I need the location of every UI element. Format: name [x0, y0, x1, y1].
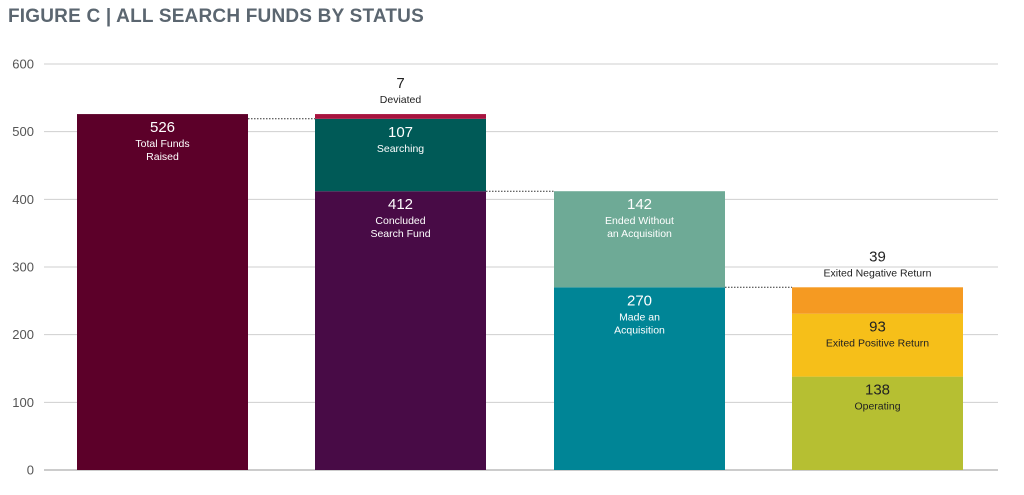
- bar-segment: [315, 118, 486, 192]
- segment-name-label: an Acquisition: [607, 228, 672, 240]
- y-tick-label: 0: [27, 463, 34, 478]
- bar-segment: [315, 114, 486, 119]
- bar-segment: [554, 191, 725, 288]
- data-value-label: 142: [627, 196, 652, 213]
- bar-segment: [792, 376, 963, 470]
- bar-segment: [554, 287, 725, 470]
- y-tick-label: 600: [12, 57, 34, 72]
- segment-name-label: Ended Without: [605, 215, 674, 227]
- y-tick-label: 500: [12, 124, 34, 139]
- data-value-label: 7: [396, 75, 404, 92]
- data-value-label: 412: [388, 196, 413, 213]
- segment-name-label: Deviated: [380, 94, 422, 106]
- segment-name-label: Exited Positive Return: [826, 338, 929, 350]
- data-value-label: 270: [627, 292, 652, 309]
- segment-name-label: Made an: [619, 311, 660, 323]
- y-tick-label: 200: [12, 327, 34, 342]
- segment-name-label: Exited Negative Return: [824, 267, 932, 279]
- bar-segment: [77, 114, 248, 470]
- chart-title: FIGURE C | ALL SEARCH FUNDS BY STATUS: [8, 6, 424, 27]
- bar-segment: [792, 287, 963, 314]
- data-value-label: 526: [150, 119, 175, 136]
- segment-name-label: Raised: [146, 151, 179, 163]
- connector-layer: [248, 118, 792, 288]
- segment-name-label: Operating: [854, 401, 900, 413]
- bar-segment: [792, 313, 963, 377]
- segment-name-label: Search Fund: [370, 228, 430, 240]
- bar-segment: [315, 191, 486, 471]
- y-tick-label: 100: [12, 395, 34, 410]
- bar-layer: [77, 114, 963, 471]
- segment-name-label: Acquisition: [614, 324, 665, 336]
- segment-name-label: Concluded: [375, 215, 425, 227]
- segment-name-label: Searching: [377, 143, 424, 155]
- y-tick-label: 400: [12, 192, 34, 207]
- y-axis: 0 100 200 300 400 500 600: [12, 57, 34, 478]
- data-value-label: 107: [388, 124, 413, 141]
- data-value-label: 39: [869, 248, 886, 265]
- y-tick-label: 300: [12, 260, 34, 275]
- data-value-label: 138: [865, 382, 890, 399]
- segment-name-label: Total Funds: [135, 138, 189, 150]
- data-value-label: 93: [869, 319, 886, 336]
